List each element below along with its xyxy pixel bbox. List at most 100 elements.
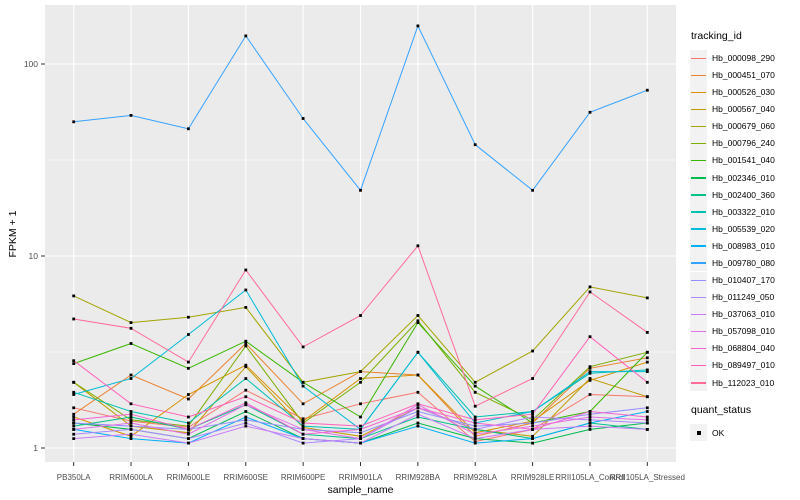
data-point [187,366,190,370]
data-point [531,441,534,445]
data-point [244,365,248,369]
data-point [244,415,248,419]
legend-entry-Hb_010407_170: Hb_010407_170 [690,271,775,289]
data-point [129,412,133,416]
y-tick-label: 100 [24,59,38,69]
legend-line-icon [691,159,706,162]
data-point [72,437,76,440]
data-point [416,314,420,317]
data-point [645,410,649,413]
data-point [473,390,477,394]
legend-key-swatch [690,169,707,187]
data-point [645,380,649,384]
data-point [645,418,649,422]
data-point [588,377,592,380]
legend-entry-label: Hb_112023_010 [712,377,775,388]
legend-entry-Hb_008983_010: Hb_008983_010 [690,237,775,255]
legend-entry-label: Hb_005539_020 [712,223,775,234]
data-point [359,380,362,384]
data-point [531,349,534,353]
legend-line-icon [691,279,706,282]
data-point [473,424,477,428]
legend-entry-label: Hb_002346_010 [712,172,775,183]
data-point [244,410,248,413]
data-point [588,415,592,419]
data-point [645,428,649,431]
data-point [473,143,477,147]
data-point [416,421,420,425]
data-point [301,421,305,425]
legend-entry-Hb_000679_060: Hb_000679_060 [690,117,775,135]
data-point [416,390,420,394]
data-point [187,437,190,440]
data-point [72,415,76,419]
data-point [72,412,76,416]
data-point [531,434,534,438]
data-point [129,377,133,380]
legend-key-swatch [690,220,707,238]
data-point [129,418,133,422]
data-point [187,432,190,436]
data-point [129,428,133,431]
legend-key-swatch [690,288,707,306]
data-point [473,421,477,425]
legend-key-swatch [690,186,707,204]
quant-legend-entry-label: OK [712,427,725,438]
legend-entry-Hb_000567_040: Hb_000567_040 [690,100,775,118]
legend-key-swatch [690,134,707,152]
data-point [129,326,133,330]
data-point [645,370,649,373]
data-point [416,410,420,413]
data-point [72,432,76,436]
legend-entry-Hb_000098_290: Hb_000098_290 [690,49,775,67]
data-point [588,410,592,413]
legend-entry-label: Hb_000526_030 [712,87,775,98]
data-point [301,380,305,384]
data-point [359,377,362,380]
data-point [301,437,305,440]
data-point [473,432,477,436]
y-tick-label: 10 [29,251,39,261]
data-point [473,437,477,440]
data-point [645,331,649,334]
data-point [129,402,133,406]
data-point [129,342,133,345]
data-point [473,404,477,408]
data-point [244,403,248,407]
data-point [359,370,362,373]
legend-line-icon [691,74,706,77]
data-point [187,428,190,431]
data-point [129,437,133,440]
data-point [645,350,649,354]
legend-key-swatch [690,339,707,357]
x-tick-label: RRIM600PE [281,473,325,482]
legend-line-icon [691,245,706,247]
data-point [588,365,592,369]
legend-entry-label: Hb_001541_040 [712,155,775,166]
data-point [416,415,420,419]
legend-line-icon [691,177,706,179]
x-tick-label: RRIM600LA [109,473,153,482]
legend-line-icon [691,91,706,94]
data-point [359,434,362,438]
data-point [301,117,305,120]
data-point [416,373,420,377]
data-point [588,370,592,373]
data-point [129,432,133,436]
data-point [473,418,477,422]
x-tick-label: RRIM928LA [453,473,497,482]
data-point [72,390,76,394]
quant-legend-key-swatch [690,424,707,441]
data-point [359,431,362,435]
legend-entry-label: Hb_011249_050 [712,292,775,303]
legend-line-icon [691,211,706,213]
data-point [72,393,76,396]
legend-key-swatch [690,356,707,374]
legend-entry-Hb_002400_360: Hb_002400_360 [690,186,775,204]
data-point [187,127,190,131]
legend-key-swatch [690,100,707,118]
data-point [187,360,190,364]
data-point [416,319,420,323]
